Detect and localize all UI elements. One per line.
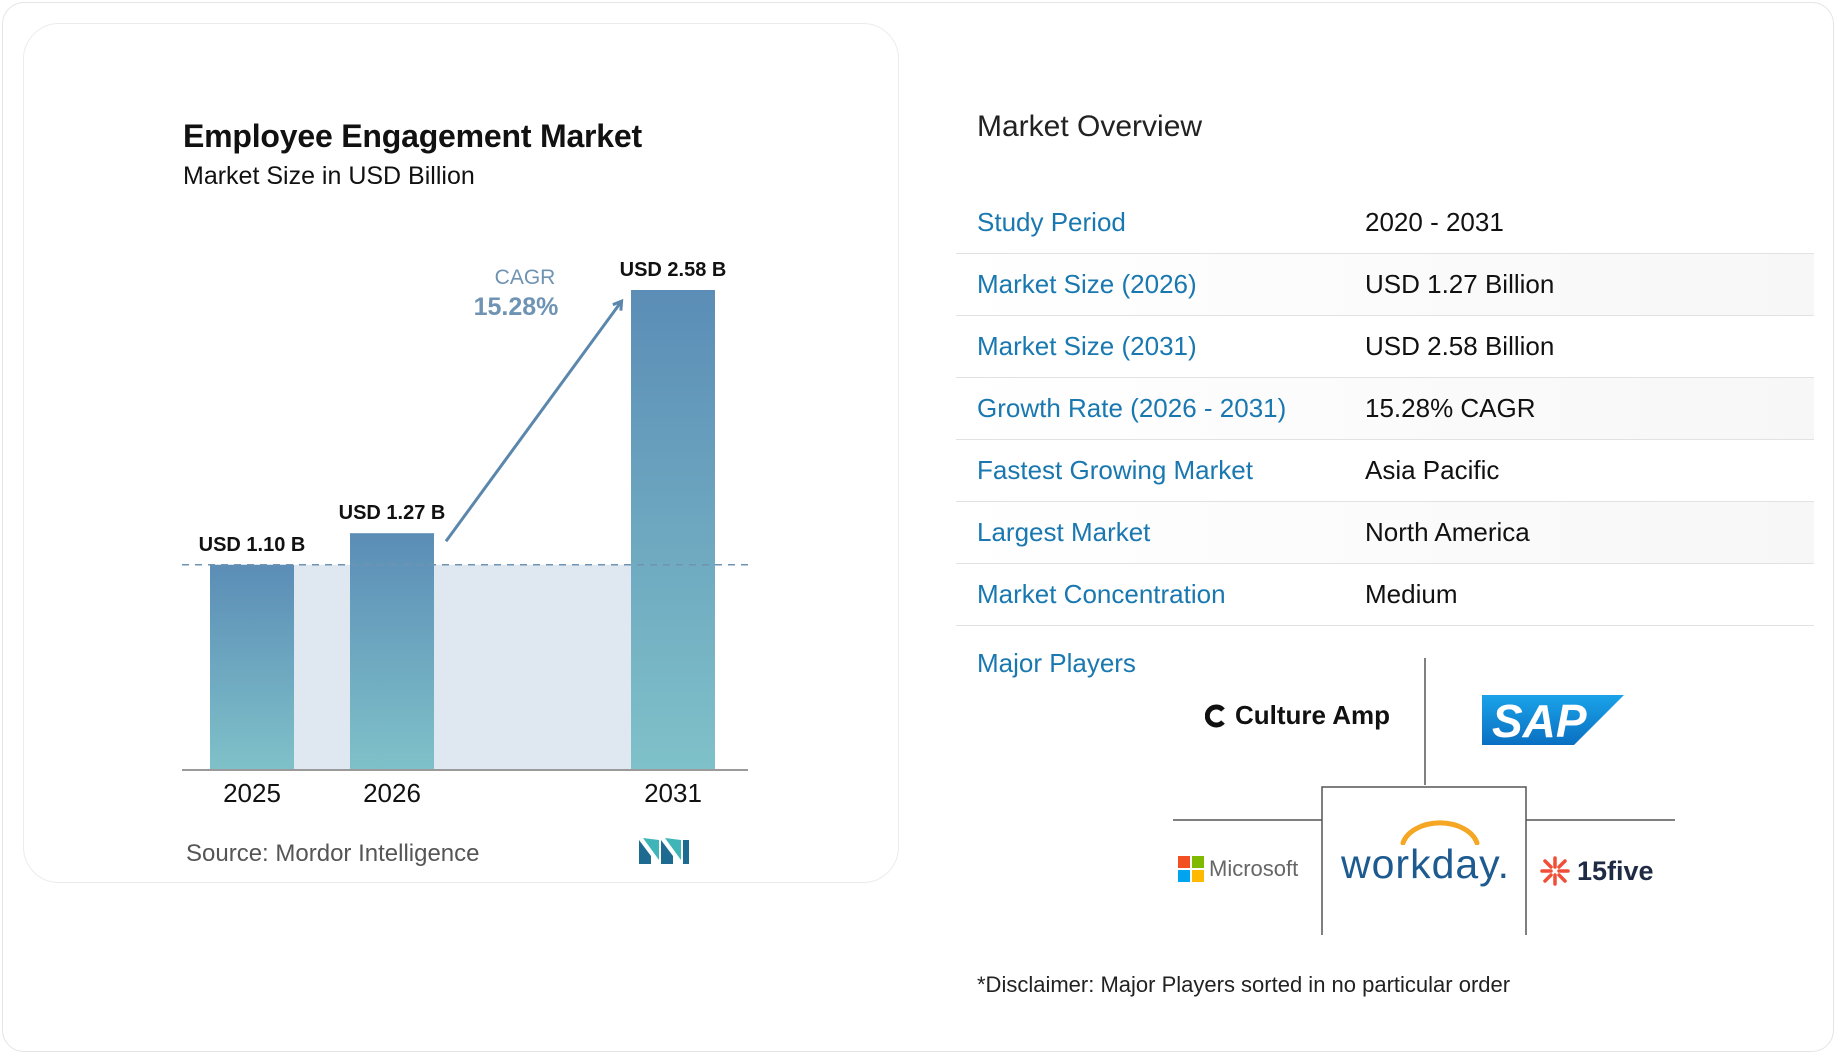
- row-value: Asia Pacific: [1365, 455, 1500, 485]
- source-text: Source: Mordor Intelligence: [186, 840, 480, 868]
- overview-row-growth-rate: Growth Rate (2026 - 2031) 15.28% CAGR: [956, 378, 1814, 440]
- row-value: USD 2.58 Billion: [1365, 331, 1555, 361]
- row-label: Growth Rate (2026 - 2031): [977, 393, 1287, 423]
- x-tick-2031: 2031: [644, 778, 702, 808]
- 15five-burst-icon: [1540, 856, 1570, 886]
- bar-2031: [631, 290, 715, 769]
- culture-amp-icon: [1205, 704, 1225, 727]
- data-label-2025: USD 1.10 B: [199, 534, 306, 556]
- row-value: USD 1.27 Billion: [1365, 269, 1555, 299]
- microsoft-icon: [1178, 856, 1204, 882]
- x-tick-2026: 2026: [363, 778, 421, 808]
- overview-row-market-size-2031: Market Size (2031) USD 2.58 Billion: [956, 316, 1814, 378]
- overview-row-largest-market: Largest Market North America: [956, 502, 1814, 564]
- row-value: Medium: [1365, 579, 1458, 609]
- chart-title: Employee Engagement Market: [183, 118, 642, 154]
- overview-table: Study Period 2020 - 2031 Market Size (20…: [956, 192, 1814, 626]
- culture-amp-text: Culture Amp: [1235, 700, 1391, 730]
- data-label-2026: USD 1.27 B: [339, 502, 446, 524]
- row-label: Market Size (2026): [977, 269, 1197, 299]
- workday-arc-icon: [1400, 820, 1480, 845]
- data-label-2031: USD 2.58 B: [620, 259, 727, 281]
- major-players-grid: [1173, 658, 1675, 935]
- microsoft-text: Microsoft: [1209, 856, 1299, 881]
- overview-row-concentration: Market Concentration Medium: [956, 564, 1814, 626]
- row-label: Study Period: [977, 207, 1126, 237]
- chart-subtitle: Market Size in USD Billion: [183, 162, 475, 190]
- major-players-label: Major Players: [977, 648, 1136, 678]
- row-value: 15.28% CAGR: [1365, 393, 1536, 423]
- sap-logo: SAP: [1482, 695, 1624, 745]
- row-label: Market Concentration: [977, 579, 1226, 609]
- overview-row-market-size-2026: Market Size (2026) USD 1.27 Billion: [956, 254, 1814, 316]
- bar-2025: [210, 564, 294, 769]
- workday-logo: workday.: [1341, 841, 1511, 887]
- source-name: Mordor Intelligence: [275, 840, 480, 867]
- market-overview-title: Market Overview: [977, 110, 1203, 143]
- disclaimer-text: *Disclaimer: Major Players sorted in no …: [977, 972, 1511, 997]
- baseline-band: [210, 564, 715, 769]
- bar-2026: [350, 533, 434, 769]
- row-value: 2020 - 2031: [1365, 207, 1504, 237]
- microsoft-logo: Microsoft: [1178, 856, 1298, 882]
- row-value: North America: [1365, 517, 1530, 547]
- row-label: Largest Market: [977, 517, 1151, 547]
- x-tick-2025: 2025: [223, 778, 281, 808]
- source-label: Source:: [186, 840, 269, 867]
- svg-text:SAP: SAP: [1492, 695, 1587, 745]
- cagr-arrow: [444, 302, 621, 543]
- bar-chart: USD 1.10 B 2025 USD 1.27 B 2026 USD 2.58 B 20…: [182, 259, 748, 808]
- cagr-value: 15.28%: [474, 293, 559, 321]
- mordor-intelligence-logo: [639, 838, 689, 864]
- 15five-text: 15five: [1577, 855, 1654, 886]
- 15five-logo: 15five: [1539, 855, 1654, 887]
- overview-row-fastest-growing: Fastest Growing Market Asia Pacific: [956, 440, 1814, 502]
- overview-row-study-period: Study Period 2020 - 2031: [956, 192, 1814, 254]
- cagr-label: CAGR: [495, 266, 556, 289]
- culture-amp-logo: Culture Amp: [1205, 700, 1390, 731]
- row-label: Fastest Growing Market: [977, 455, 1253, 485]
- row-label: Market Size (2031): [977, 331, 1197, 361]
